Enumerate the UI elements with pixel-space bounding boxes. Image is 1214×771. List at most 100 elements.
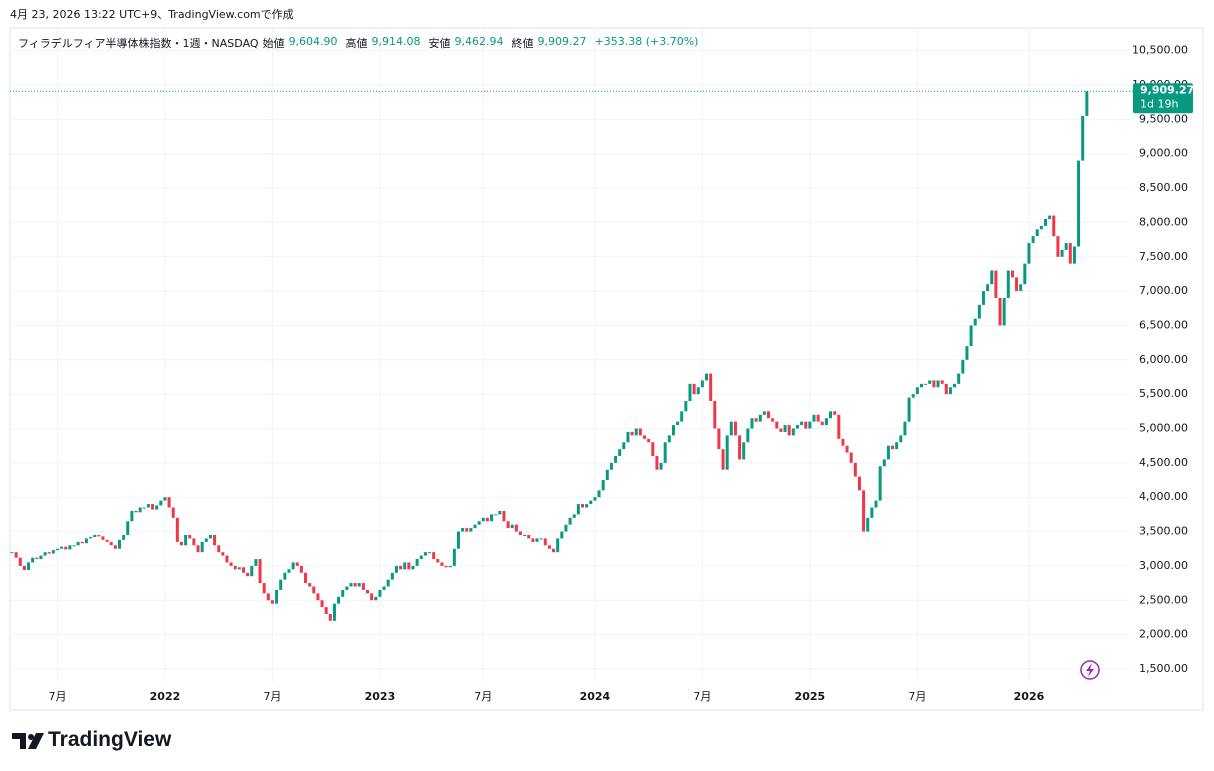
candle-body [622,442,626,450]
candle-body [990,270,994,285]
candle-body [80,541,84,544]
candle-body [564,524,568,532]
candle-body [531,538,535,542]
candle-body [1044,218,1047,226]
y-tick-label: 2,500.00 [1139,593,1188,606]
brand: TradingView [48,728,172,751]
candle-body [51,550,55,554]
candle-body [800,421,804,426]
candle-body [795,425,799,429]
candle-body [192,538,196,546]
candle-body [547,545,551,549]
candle-body [552,548,556,553]
candle-body [208,534,212,539]
candle-body [994,270,998,298]
candle-body [812,414,816,422]
candle-body [299,565,303,573]
candle-body [142,507,146,509]
candle-body [874,500,878,508]
candle-body [1019,284,1023,292]
candle-body [1085,91,1089,116]
candle-body [295,562,299,566]
candle-body [853,462,857,477]
alert-icon [1080,660,1100,680]
candle-body [47,552,51,554]
candle-body [771,418,775,422]
candle-body [461,528,465,532]
candle-body [651,442,655,456]
x-tick-label: 7月 [908,690,926,703]
legend-label: 始値 [262,37,285,50]
candle-body [498,510,502,515]
candle-body [717,428,721,450]
candle-body [349,583,353,587]
candle-body [324,607,328,614]
candle-body [556,538,560,553]
legend-value: 9,604.90 [288,35,338,48]
candle-body [754,418,758,422]
candle-body [866,517,870,532]
y-tick-label: 8,000.00 [1139,215,1188,228]
candle-body [709,373,713,402]
candle-body [93,534,97,538]
candle-body [891,445,895,450]
y-tick-label: 7,000.00 [1139,284,1188,297]
candle-body [820,421,824,426]
candle-body [283,572,287,580]
candle-body [76,541,80,546]
candle-body [560,531,564,539]
candle-body [965,346,969,360]
candle-body [580,504,584,508]
candle-body [713,401,717,429]
candle-body [39,555,43,560]
candle-body [791,428,795,436]
candle-body [705,373,709,381]
candle-body [878,466,882,501]
candle-body [130,510,134,522]
x-tick-label: 7月 [263,690,281,703]
countdown: 1d 19h [1140,97,1178,110]
candle-body [432,552,436,560]
chart-frame [9,27,1204,711]
candle-body [523,534,527,536]
candle-body [1039,225,1043,230]
candle-body [746,428,750,443]
candle-body [456,531,460,549]
candle-body [510,524,514,529]
candle-body [1023,263,1027,285]
candle-body [750,418,754,429]
candle-body [60,546,64,549]
logo [12,733,44,749]
legend: フィラデルフィア半導体株指数・1週・NASDAQ 始値 9,604.90 高値 9,… [18,35,702,51]
candle-body [382,586,386,590]
candle-body [767,411,771,419]
candle-body [1056,236,1060,257]
candle-body [808,421,812,429]
candle-body [928,380,932,384]
candle-body [630,431,634,436]
x-tick-label: 7月 [48,690,66,703]
candle-body [919,383,923,388]
candle-body [700,380,704,388]
legend-label: 高値 [345,37,368,50]
candle-body [151,504,155,510]
candle-body [1052,215,1056,237]
candle-body [775,421,779,429]
candles [10,91,1089,621]
candle-body [378,589,382,597]
candle-body [647,438,651,443]
candle-body [733,421,737,436]
legend-label: 終値 [511,37,534,50]
candle-body [366,589,370,594]
candle-body [936,380,940,388]
candle-body [337,596,341,604]
last-price-marker [1133,83,1193,114]
candle-body [1031,236,1035,244]
x-tick-label: 2024 [580,690,611,703]
y-tick-label: 5,500.00 [1139,387,1188,400]
candle-body [312,586,316,594]
y-tick-label: 7,500.00 [1139,250,1188,263]
candle-body [870,507,874,518]
candle-body [671,425,675,436]
